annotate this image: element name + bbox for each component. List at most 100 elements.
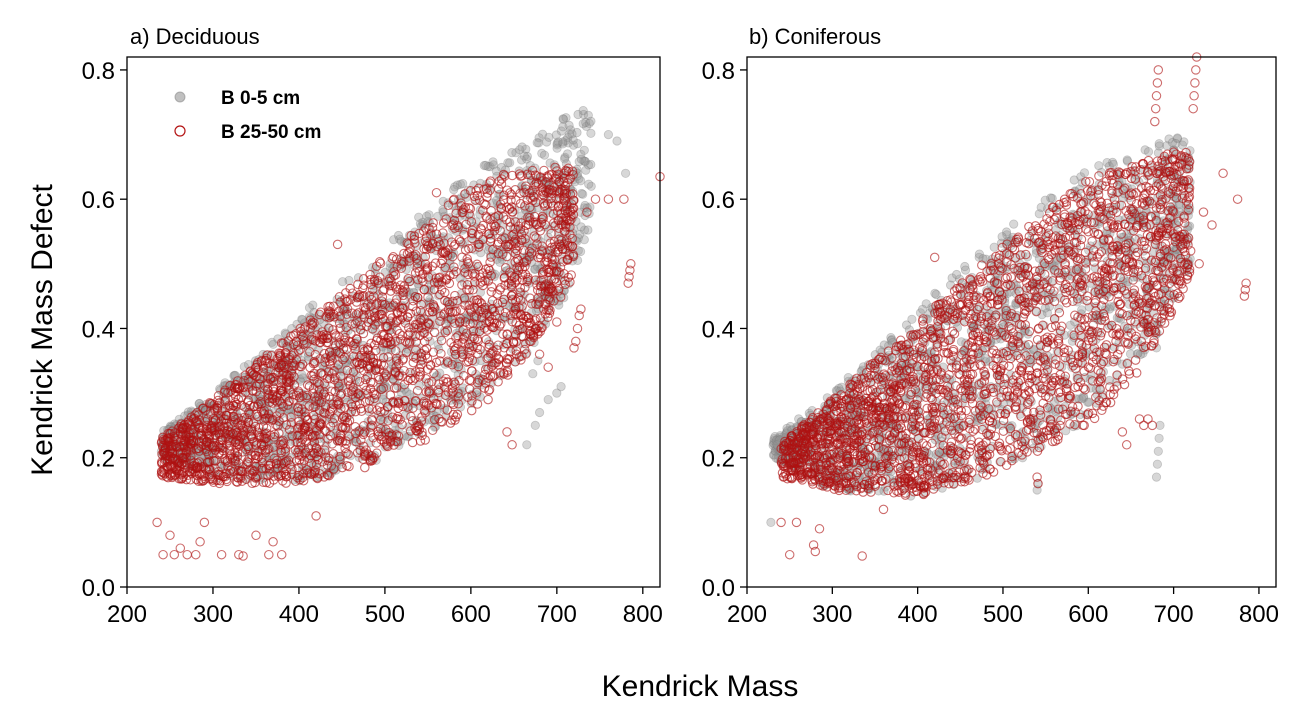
point: [182, 549, 192, 560]
point: [308, 300, 318, 310]
point: [553, 137, 563, 147]
point: [552, 317, 562, 327]
point: [581, 117, 591, 128]
point: [332, 239, 343, 250]
point: [528, 369, 538, 379]
point: [175, 543, 186, 553]
point: [515, 145, 525, 155]
point: [496, 162, 507, 173]
point: [414, 212, 424, 222]
point: [572, 323, 583, 334]
point: [930, 288, 940, 298]
point: [503, 158, 513, 168]
point: [422, 211, 432, 221]
point: [521, 144, 531, 154]
point: [458, 179, 468, 189]
point: [502, 427, 512, 437]
point: [543, 362, 553, 372]
point: [560, 136, 571, 146]
point: [1036, 202, 1046, 212]
point: [560, 152, 570, 162]
point: [424, 210, 434, 220]
point: [534, 407, 545, 418]
point: [585, 202, 595, 212]
point: [407, 437, 418, 448]
panel-title: b) Coniferous: [749, 24, 881, 49]
point: [165, 530, 175, 541]
data-points: [766, 52, 1251, 561]
y-tick-label: 0.2: [82, 446, 115, 473]
point: [558, 114, 568, 124]
point: [603, 130, 614, 140]
point: [158, 549, 168, 560]
point: [603, 194, 614, 204]
point: [483, 161, 493, 172]
point: [534, 138, 544, 148]
y-tick-label: 0.0: [82, 575, 115, 602]
point: [507, 148, 517, 158]
x-axis-title: Kendrick Mass: [602, 670, 799, 702]
x-tick-label: 800: [623, 601, 663, 628]
point: [556, 381, 566, 392]
point: [537, 129, 548, 139]
point: [907, 314, 917, 324]
x-tick-label: 500: [365, 601, 405, 628]
point: [558, 137, 568, 147]
point: [522, 151, 533, 162]
point: [586, 181, 596, 191]
y-tick-label: 0.4: [82, 316, 115, 343]
point: [511, 148, 521, 158]
point: [556, 126, 566, 136]
point: [583, 225, 593, 235]
point: [590, 194, 601, 204]
point: [572, 139, 583, 149]
point: [544, 132, 554, 142]
point: [534, 133, 544, 143]
panel-title: a) Deciduous: [130, 24, 260, 49]
point: [579, 156, 589, 166]
point: [564, 129, 575, 139]
point: [532, 262, 543, 272]
y-tick-label: 0.8: [82, 58, 115, 85]
point: [542, 137, 552, 147]
point: [519, 151, 529, 161]
point: [561, 113, 571, 123]
y-tick-label: 0.6: [82, 187, 115, 214]
x-tick-label: 400: [279, 601, 319, 628]
point: [612, 136, 622, 146]
point: [552, 143, 562, 153]
point: [619, 194, 629, 204]
point: [568, 135, 578, 145]
point: [576, 154, 587, 164]
point: [586, 116, 596, 126]
point: [552, 140, 562, 150]
point: [268, 537, 278, 547]
point: [576, 149, 586, 159]
point: [580, 156, 590, 167]
point: [483, 394, 493, 405]
point: [415, 436, 426, 446]
point: [264, 549, 274, 560]
point: [521, 154, 532, 164]
point: [488, 157, 498, 167]
point: [505, 158, 515, 168]
point: [558, 122, 568, 132]
point: [195, 537, 205, 547]
point: [455, 179, 465, 189]
point: [516, 155, 527, 165]
point: [191, 549, 201, 560]
x-tick-label: 200: [107, 601, 147, 628]
x-tick-label: 300: [193, 601, 233, 628]
point: [405, 389, 415, 400]
point: [563, 133, 573, 143]
point: [568, 140, 579, 150]
point: [267, 337, 277, 347]
point: [251, 530, 261, 541]
x-tick-label: 600: [451, 601, 491, 628]
point: [620, 168, 631, 178]
point: [578, 189, 588, 199]
point: [485, 162, 495, 172]
point: [578, 106, 588, 116]
